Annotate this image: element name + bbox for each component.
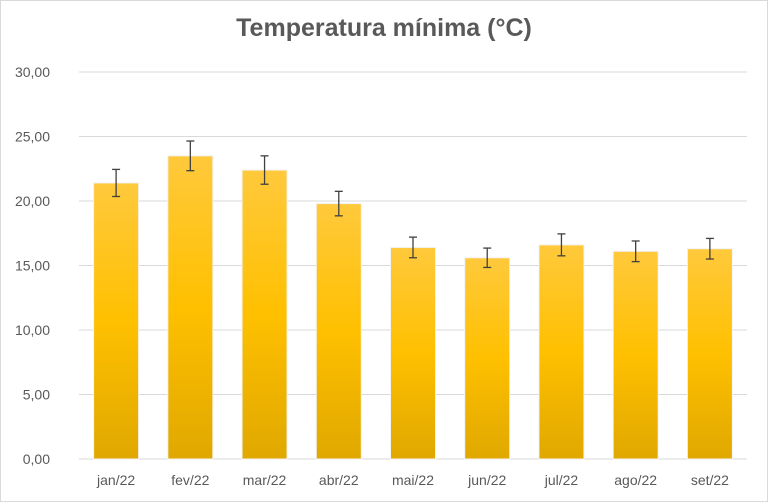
x-tick-label: mai/22 [392, 472, 434, 488]
x-tick-label: fev/22 [171, 472, 209, 488]
x-tick-label: jun/22 [467, 472, 506, 488]
bar [315, 203, 362, 460]
y-tick-label: 5,00 [23, 387, 50, 403]
error-bars [112, 140, 714, 269]
y-axis-ticks: 0,00 5,00 10,00 15,00 20,00 25,00 30,00 [15, 64, 50, 467]
x-tick-label: jan/22 [96, 472, 135, 488]
y-tick-label: 15,00 [15, 258, 50, 274]
x-tick-label: set/22 [691, 472, 729, 488]
bar [464, 257, 511, 460]
bar [538, 244, 585, 460]
x-tick-label: mar/22 [243, 472, 287, 488]
x-tick-label: abr/22 [319, 472, 359, 488]
y-tick-label: 20,00 [15, 193, 50, 209]
y-tick-label: 10,00 [15, 322, 50, 338]
y-tick-label: 25,00 [15, 129, 50, 145]
chart-title: Temperatura mínima (°C) [236, 14, 532, 42]
bar [93, 182, 140, 460]
bar [390, 246, 436, 460]
bar [612, 250, 659, 460]
x-axis-ticks: jan/22 fev/22 mar/22 abr/22 mai/22 jun/22 jul/… [96, 472, 729, 488]
y-tick-label: 30,00 [15, 64, 50, 80]
bar [167, 155, 214, 460]
bars [93, 155, 733, 460]
bar [686, 248, 733, 460]
bar [241, 169, 288, 460]
x-tick-label: ago/22 [614, 472, 657, 488]
x-tick-label: jul/22 [544, 472, 579, 488]
y-tick-label: 0,00 [23, 451, 50, 467]
